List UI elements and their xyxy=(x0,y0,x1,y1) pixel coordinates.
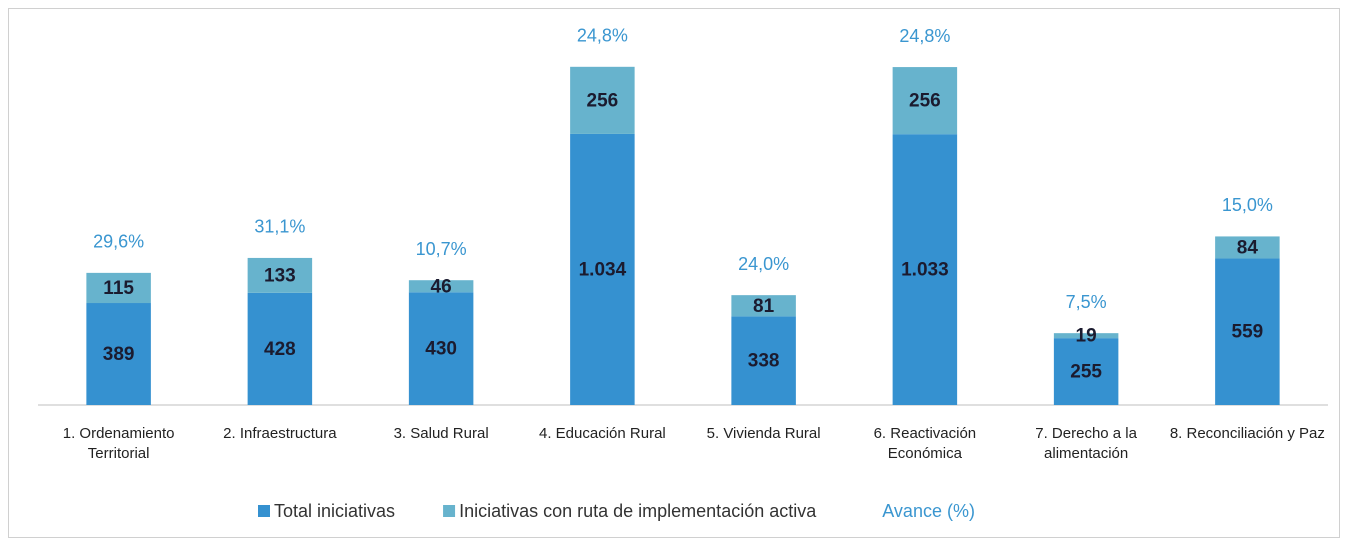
bar-segment xyxy=(570,133,635,406)
avance-label: 10,7% xyxy=(416,239,467,259)
data-label: 256 xyxy=(587,90,619,111)
bar-segment xyxy=(408,280,474,293)
avance-label: 24,8% xyxy=(577,26,628,46)
bar-segment xyxy=(1053,338,1119,405)
data-label: 115 xyxy=(103,278,134,299)
legend-label: Avance (%) xyxy=(882,501,975,521)
bar-segment xyxy=(892,134,958,405)
bar-segment xyxy=(892,67,958,135)
x-tick-label: 7. Derecho a la alimentación xyxy=(1035,425,1137,462)
avance-label: 24,0% xyxy=(738,254,789,274)
data-label: 256 xyxy=(909,91,941,112)
bar-segment xyxy=(731,316,796,405)
data-label: 84 xyxy=(1237,237,1259,258)
data-label: 81 xyxy=(753,296,775,317)
x-tick-label: 3. Salud Rural xyxy=(393,425,489,442)
bar-segment xyxy=(1215,258,1280,405)
legend-swatch xyxy=(258,505,270,517)
x-tick-label: 2. Infraestructura xyxy=(223,425,337,442)
chart-border xyxy=(8,8,1340,538)
legend-swatch xyxy=(443,505,456,517)
bar-segment xyxy=(570,66,635,134)
avance-label: 31,1% xyxy=(254,217,305,237)
avance-label: 24,8% xyxy=(899,26,950,46)
data-label: 559 xyxy=(1232,322,1264,343)
avance-label: 15,0% xyxy=(1222,195,1273,215)
legend-label: Iniciativas con ruta de implementación a… xyxy=(459,501,817,521)
data-label: 1.033 xyxy=(901,260,949,281)
avance-label: 29,6% xyxy=(93,232,144,252)
x-tick-label: 8. Reconciliación y Paz xyxy=(1169,425,1325,442)
data-label: 389 xyxy=(103,344,135,365)
bar-segment xyxy=(247,292,313,405)
legend-label: Total iniciativas xyxy=(274,501,395,521)
x-tick-label: 6. Reactivación Económica xyxy=(873,425,977,462)
data-label: 46 xyxy=(431,276,452,297)
data-label: 1.034 xyxy=(579,259,627,280)
avance-label: 7,5% xyxy=(1066,292,1107,312)
x-tick-label: 4. Educación Rural xyxy=(539,425,666,442)
bar-segment xyxy=(408,292,474,405)
bar-segment xyxy=(1053,333,1119,339)
data-label: 19 xyxy=(1076,326,1097,347)
data-label: 428 xyxy=(264,339,296,360)
data-label: 133 xyxy=(264,265,296,286)
data-label: 338 xyxy=(748,351,780,372)
x-tick-label: 1. Ordenamiento Territorial xyxy=(62,425,175,462)
x-tick-label: 5. Vivienda Rural xyxy=(706,425,821,442)
bar-segment xyxy=(86,303,151,405)
bar-segment xyxy=(86,272,151,304)
data-label: 430 xyxy=(425,339,457,360)
data-label: 255 xyxy=(1070,362,1102,383)
bar-segment xyxy=(1215,236,1280,259)
bar-segment xyxy=(731,295,796,317)
bar-segment xyxy=(247,257,313,293)
